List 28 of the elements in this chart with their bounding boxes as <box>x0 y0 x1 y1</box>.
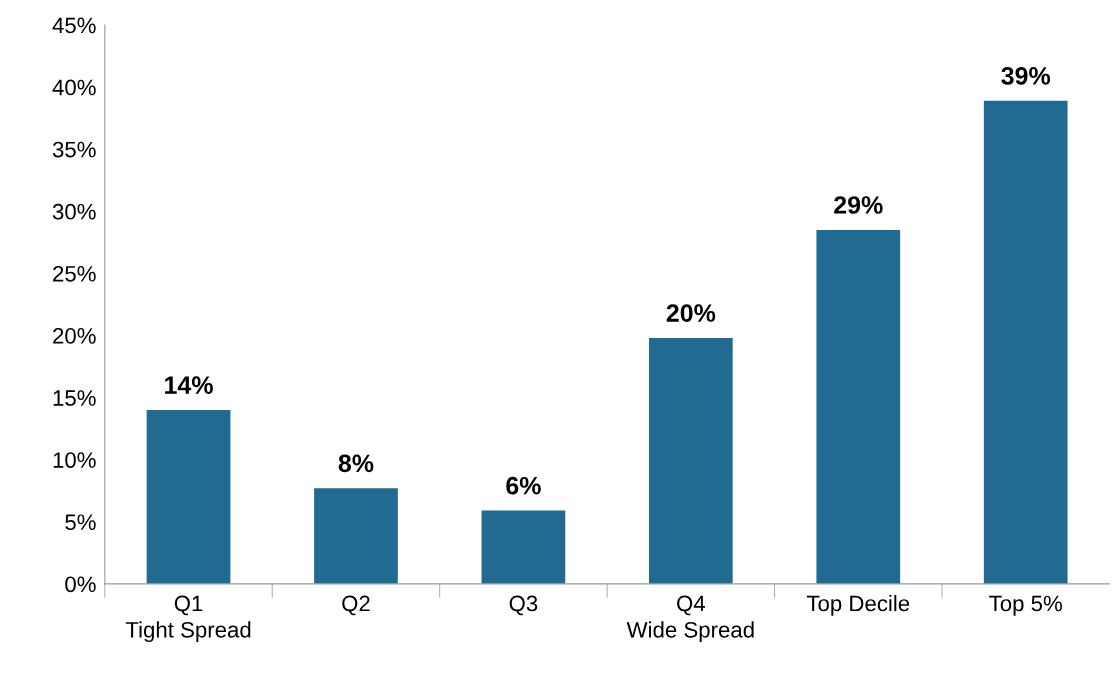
bar <box>983 100 1068 584</box>
x-tick-label: Q2 <box>342 595 370 616</box>
y-tick-label: 30% <box>52 203 96 220</box>
data-label: 14% <box>165 376 213 394</box>
x-tick-label: Q4 Wide Spread <box>626 595 754 643</box>
y-tick-label: 35% <box>52 141 96 158</box>
data-label: 8% <box>338 454 374 473</box>
data-label: 20% <box>666 304 716 322</box>
y-tick-label: 15% <box>53 390 96 406</box>
data-label: 6% <box>506 476 541 495</box>
bar <box>314 488 398 584</box>
bar <box>146 409 231 584</box>
y-tick-label: 5% <box>65 514 96 531</box>
x-tick-label: Top 5% <box>989 595 1062 616</box>
y-tick-label: 20% <box>53 328 96 344</box>
bar <box>816 229 901 584</box>
y-tick-label: 10% <box>53 452 96 468</box>
y-tick-label: 0% <box>65 576 96 593</box>
bar <box>648 337 733 584</box>
y-tick-label: 40% <box>52 79 96 96</box>
x-tick-label: Top Decile <box>806 594 910 616</box>
y-tick-label: 45% <box>52 17 96 34</box>
y-tick-label: 25% <box>53 265 96 282</box>
x-tick-label: Q3 <box>509 595 538 616</box>
x-tick-label: Q1 Tight Spread <box>125 595 251 643</box>
data-label: 29% <box>834 196 883 214</box>
data-label: 39% <box>1001 66 1051 85</box>
bar <box>481 510 566 584</box>
